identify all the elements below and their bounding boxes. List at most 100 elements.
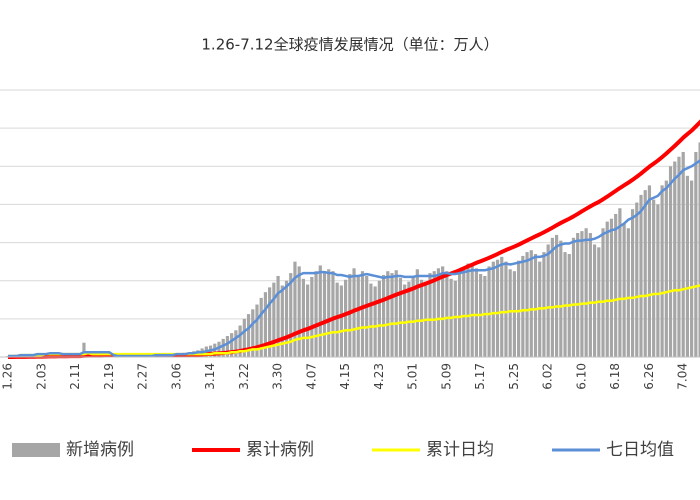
- bar: [660, 185, 664, 357]
- bar: [580, 231, 584, 357]
- bar: [517, 260, 521, 357]
- bar: [381, 274, 386, 357]
- bar: [668, 166, 673, 357]
- bar: [525, 252, 529, 357]
- bar: [360, 271, 365, 357]
- legend-label: 累计日均: [426, 440, 494, 460]
- bar: [474, 268, 479, 357]
- x-tick-label: 4.07: [304, 363, 318, 390]
- bar: [356, 276, 360, 357]
- x-tick-label: 6.10: [574, 363, 588, 390]
- x-tick-label: 5.01: [406, 363, 420, 390]
- bar: [293, 261, 297, 357]
- bar: [462, 267, 466, 357]
- bar: [698, 142, 700, 357]
- bar: [656, 204, 660, 357]
- bar: [664, 180, 668, 357]
- bar: [369, 283, 373, 357]
- bar: [609, 218, 614, 357]
- bar: [403, 284, 407, 357]
- bar: [314, 271, 318, 357]
- bar: [234, 330, 238, 357]
- bar: [225, 336, 230, 357]
- bar: [677, 156, 681, 357]
- bar: [470, 265, 474, 357]
- bar: [487, 266, 491, 357]
- bar: [242, 318, 246, 357]
- bar: [238, 325, 242, 357]
- bar: [512, 271, 516, 357]
- bar: [685, 175, 690, 357]
- x-tick-label: 3.22: [237, 363, 251, 390]
- x-tick-label: 2.03: [34, 363, 48, 390]
- legend-label: 七日均值: [606, 440, 674, 460]
- bar: [407, 281, 411, 357]
- x-tick-label: 6.18: [608, 363, 622, 390]
- x-tick-label: 4.15: [338, 363, 352, 390]
- bar: [690, 180, 694, 357]
- bar: [390, 273, 394, 357]
- bar: [365, 275, 369, 357]
- bar: [495, 259, 500, 357]
- bar: [445, 271, 449, 357]
- x-tick-label: 1.26: [1, 363, 15, 390]
- bar: [643, 190, 647, 357]
- legend-swatch: [12, 443, 60, 457]
- x-tick-label: 7.04: [676, 363, 690, 390]
- x-tick-label: 3.06: [169, 363, 183, 390]
- bar: [630, 209, 635, 357]
- bar: [411, 275, 415, 357]
- bar: [626, 228, 630, 357]
- bar: [415, 269, 419, 357]
- x-tick-label: 3.14: [203, 363, 217, 390]
- x-tick-label: 6.02: [541, 363, 555, 390]
- line: [8, 284, 700, 358]
- line: [8, 159, 700, 358]
- bar: [230, 333, 234, 357]
- bar: [673, 161, 677, 357]
- bar: [263, 292, 268, 357]
- bar: [550, 237, 554, 357]
- bar: [681, 151, 685, 357]
- bar: [618, 208, 622, 357]
- bar: [457, 270, 462, 357]
- bar: [217, 341, 221, 357]
- bar: [466, 263, 470, 357]
- bar: [614, 213, 618, 357]
- bar: [297, 266, 301, 357]
- bar: [542, 252, 546, 357]
- bar: [221, 338, 225, 357]
- bar: [377, 280, 381, 357]
- x-tick-label: 5.09: [439, 363, 453, 390]
- bar: [584, 228, 588, 357]
- bar: [398, 277, 403, 357]
- bar: [622, 223, 626, 357]
- bar: [453, 280, 457, 357]
- bar: [272, 282, 276, 357]
- bar: [647, 185, 652, 357]
- bar: [82, 342, 86, 357]
- x-tick-label: 3.30: [271, 363, 285, 390]
- bar: [373, 286, 377, 357]
- bar: [592, 244, 597, 357]
- bar: [483, 275, 487, 357]
- bar: [432, 271, 436, 357]
- bar: [639, 194, 643, 357]
- bar: [280, 285, 284, 357]
- bar: [322, 273, 327, 357]
- bar: [504, 261, 508, 357]
- bar: [441, 266, 445, 357]
- bar: [259, 297, 263, 357]
- legend-label: 新增病例: [66, 440, 134, 460]
- bar: [268, 287, 272, 357]
- bar: [246, 314, 251, 357]
- bar: [344, 279, 348, 357]
- bar: [559, 240, 563, 357]
- bar: [348, 274, 352, 357]
- bar: [335, 282, 339, 357]
- x-tick-label: 4.23: [372, 363, 386, 390]
- bar: [251, 309, 255, 357]
- x-tick-label: 2.11: [68, 363, 82, 390]
